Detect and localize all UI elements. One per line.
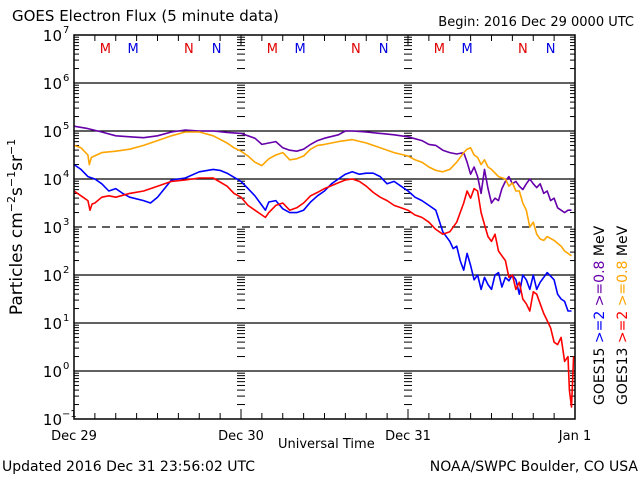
legend-entry: >=0.8 xyxy=(592,256,608,306)
y-tick-exponent: 6 xyxy=(63,73,69,84)
series-line xyxy=(73,177,575,408)
mn-marker: M xyxy=(462,42,473,57)
y-tick-label: 10 xyxy=(43,219,62,237)
credit-label: NOAA/SWPC Boulder, CO USA xyxy=(429,459,638,475)
legend-entry: >=0.8 xyxy=(615,256,631,306)
legend-satellite: GOES15 xyxy=(592,343,608,405)
mn-marker: M xyxy=(128,42,139,57)
updated-timestamp: Updated 2016 Dec 31 23:56:02 UTC xyxy=(2,459,256,475)
mn-marker: N xyxy=(351,42,361,57)
y-tick-label: 10 xyxy=(43,27,62,45)
y-tick-label: 10 xyxy=(43,171,62,189)
y-tick-label: 10 xyxy=(43,267,62,285)
y-axis-label-text: Particles cm−2s−1sr−1 xyxy=(5,139,27,315)
y-tick-exponent: 0 xyxy=(63,361,69,372)
y-tick-exponent: 7 xyxy=(63,25,69,36)
series-line xyxy=(73,125,572,214)
y-tick-label: 10 xyxy=(43,75,62,93)
y-axis-label-part: sr xyxy=(7,155,27,171)
y-axis-label-part: s xyxy=(7,187,27,196)
y-tick-exponent: 4 xyxy=(63,169,69,180)
mn-marker: M xyxy=(434,42,445,57)
legend-column: GOES15 >=2 >=0.8 MeV xyxy=(592,225,608,405)
series-lines xyxy=(73,125,575,408)
legend-entry: >=2 xyxy=(615,306,631,343)
legend-satellite: GOES13 xyxy=(615,343,631,405)
mn-marker: N xyxy=(184,42,194,57)
y-tick-exponent: 5 xyxy=(63,121,69,132)
mn-marker: N xyxy=(379,42,389,57)
y-tick-exponent: −1 xyxy=(62,409,77,420)
mn-marker: M xyxy=(100,42,111,57)
plot-frame xyxy=(73,34,576,420)
begin-time-label: Begin: 2016 Dec 29 0000 UTC xyxy=(438,15,634,30)
mn-marker: N xyxy=(212,42,222,57)
y-tick-label: 10 xyxy=(43,411,62,429)
grid-lines xyxy=(74,82,575,372)
x-tick-label: Dec 30 xyxy=(218,429,264,444)
x-tick-label: Dec 29 xyxy=(51,429,97,444)
y-tick-label: 10 xyxy=(43,315,62,333)
chart-title: GOES Electron Flux (5 minute data) xyxy=(12,7,279,25)
y-axis-label-part: −1 xyxy=(5,171,18,187)
x-tick-label: Jan 1 xyxy=(558,429,591,444)
y-axis-label-part: Particles cm xyxy=(7,212,27,315)
y-tick-exponent: 2 xyxy=(63,265,69,276)
y-tick-exponent: 1 xyxy=(63,313,69,324)
series-line xyxy=(73,163,572,312)
y-tick-exponent: 3 xyxy=(63,217,69,228)
x-tick-labels: Dec 29 Dec 30 Dec 31 Jan 1 xyxy=(51,429,591,444)
mn-marker: N xyxy=(546,42,556,57)
y-tick-label: 10 xyxy=(43,123,62,141)
axis-ticks xyxy=(74,35,575,419)
mn-marker: M xyxy=(295,42,306,57)
x-axis-label: Universal Time xyxy=(278,437,375,452)
mn-marker: N xyxy=(518,42,528,57)
mn-marker: M xyxy=(267,42,278,57)
legend-unit: MeV xyxy=(615,225,631,256)
y-axis-label-part: −2 xyxy=(5,196,18,212)
y-axis-label-part: −1 xyxy=(5,139,18,155)
y-tick-label: 10 xyxy=(43,363,62,381)
y-axis-label: Particles cm−2s−1sr−1 xyxy=(5,139,27,315)
legend-unit: MeV xyxy=(592,225,608,256)
legend-entry: >=2 xyxy=(592,306,608,343)
legend-column: GOES13 >=2 >=0.8 MeV xyxy=(615,225,631,405)
x-tick-label: Dec 31 xyxy=(385,429,431,444)
series-line xyxy=(73,131,572,257)
